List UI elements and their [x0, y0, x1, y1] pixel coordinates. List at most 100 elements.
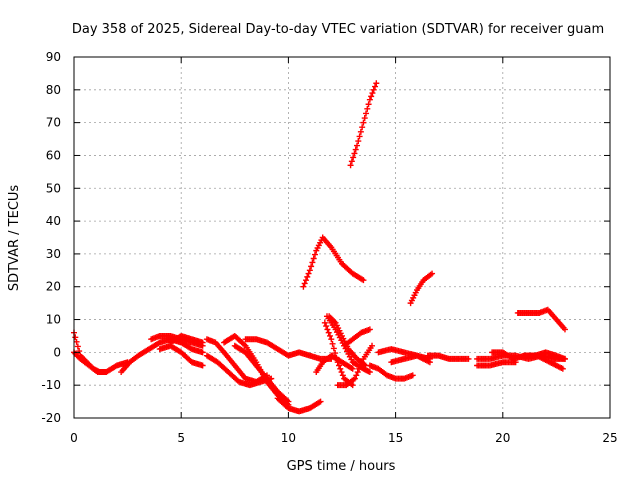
data-point [301, 280, 308, 287]
data-point [372, 83, 379, 90]
data-point [361, 115, 368, 122]
data-series [407, 270, 436, 307]
data-point [347, 162, 354, 169]
data-point [356, 365, 363, 372]
data-point [335, 362, 342, 369]
grid [74, 57, 610, 418]
data-series [274, 395, 324, 415]
data-series [231, 342, 292, 405]
data-point [310, 255, 317, 262]
data-point [330, 345, 337, 352]
data-point [373, 80, 380, 87]
data-point [285, 398, 292, 405]
data-point [355, 138, 362, 145]
y-tick-label: 10 [46, 313, 61, 327]
data-point [357, 128, 364, 135]
data-point [325, 329, 332, 336]
data-point [329, 340, 336, 347]
x-tick-label: 20 [495, 431, 510, 445]
data-point [429, 270, 436, 277]
data-point [369, 342, 376, 349]
data-point [199, 339, 206, 346]
data-point [73, 338, 80, 345]
data-point [559, 365, 566, 372]
data-point [364, 105, 371, 112]
data-point [334, 359, 341, 366]
data-point [338, 369, 345, 376]
data-point [370, 86, 377, 93]
y-tick-label: 40 [46, 214, 61, 228]
data-point [349, 382, 356, 389]
x-axis-title: GPS time / hours [287, 459, 396, 474]
data-points [71, 80, 568, 415]
data-point [356, 133, 363, 140]
data-point [561, 355, 568, 362]
y-tick-label: 0 [53, 345, 61, 359]
data-point [337, 365, 344, 372]
data-point [366, 326, 373, 333]
data-series [313, 352, 356, 376]
y-tick-label: 90 [46, 50, 61, 64]
data-point [351, 375, 358, 382]
data-series [424, 352, 472, 362]
data-point [561, 326, 568, 333]
x-tick-label: 0 [70, 431, 78, 445]
ticks [73, 56, 611, 419]
data-point [309, 259, 316, 266]
data-series [474, 359, 519, 369]
y-tick-label: 70 [46, 116, 61, 130]
data-point [326, 332, 333, 339]
data-series [300, 234, 367, 290]
x-tick-label: 10 [281, 431, 296, 445]
data-point [317, 398, 324, 405]
data-series [341, 326, 373, 349]
y-tick-label: -20 [41, 411, 61, 425]
data-point [351, 150, 358, 157]
data-point [369, 90, 376, 97]
data-point [426, 359, 433, 366]
data-point [365, 101, 372, 108]
x-tick-label: 25 [602, 431, 617, 445]
data-point [300, 283, 307, 290]
data-point [359, 359, 366, 366]
data-point [321, 319, 328, 326]
data-point [349, 365, 356, 372]
data-series [366, 362, 416, 382]
data-series [156, 342, 206, 369]
data-point [72, 334, 79, 341]
data-point [308, 263, 315, 270]
data-point [324, 326, 331, 333]
data-point [304, 273, 311, 280]
y-tick-label: 60 [46, 148, 61, 162]
chart-title: Day 358 of 2025, Sidereal Day-to-day VTE… [72, 22, 604, 37]
data-point [368, 93, 375, 100]
data-point [354, 142, 361, 149]
data-point [352, 146, 359, 153]
data-point [465, 355, 472, 362]
data-series [388, 352, 433, 366]
tick-labels: 0 5 10 15 20 25 -20 -10 0 10 20 30 40 50 60 70 80 90 [41, 50, 617, 445]
y-axis-title: SDTVAR / TECUs [7, 185, 22, 292]
data-series [334, 342, 376, 389]
data-point [353, 372, 360, 379]
data-point [366, 96, 373, 103]
data-point [328, 336, 335, 343]
data-point [359, 124, 366, 131]
data-series [203, 352, 275, 389]
data-point [339, 372, 346, 379]
data-point [366, 369, 373, 376]
data-point [311, 251, 318, 258]
data-point [323, 323, 330, 330]
data-point [363, 110, 370, 117]
data-point [350, 154, 357, 161]
data-point [302, 277, 309, 284]
data-point [360, 277, 367, 284]
data-point [199, 362, 206, 369]
plot-frame [73, 56, 611, 419]
data-series [521, 349, 568, 362]
data-point [76, 348, 83, 355]
y-tick-label: -10 [41, 378, 61, 392]
data-point [357, 362, 364, 369]
data-point [332, 350, 339, 357]
